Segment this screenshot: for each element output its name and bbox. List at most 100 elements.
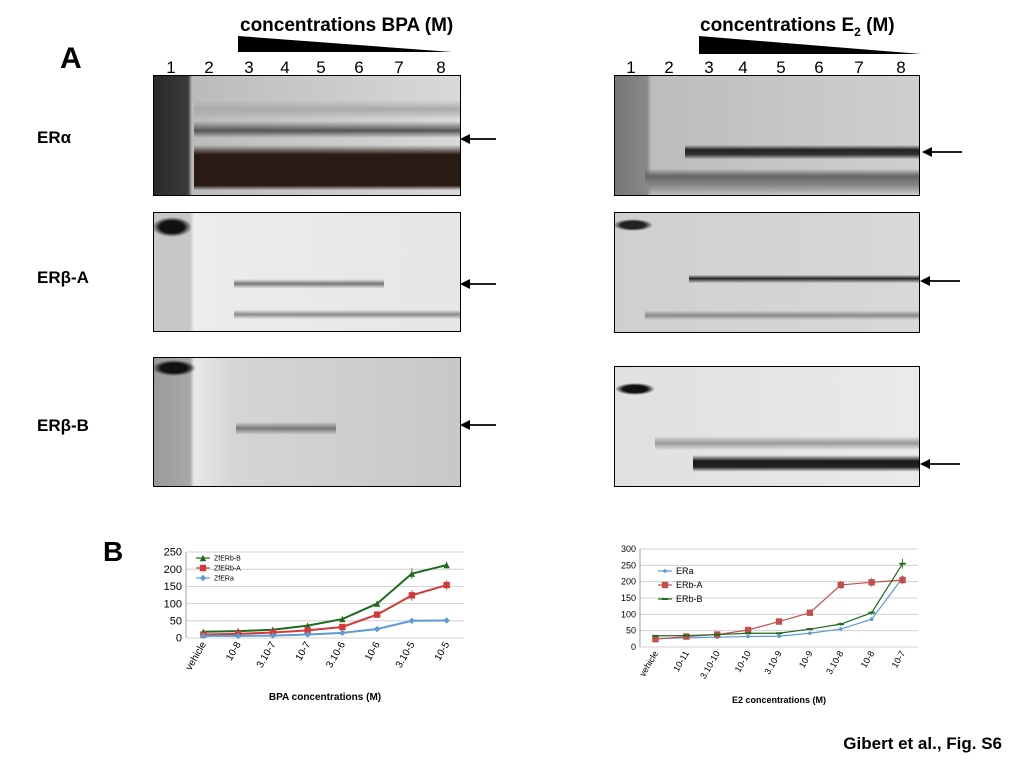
- row-label-er-beta-b: ERβ-B: [37, 416, 89, 435]
- legend-entry: ZfERb-B: [214, 555, 241, 562]
- data-point: [339, 629, 346, 637]
- bpa-line-chart: 0 50 100 150 200 250 vehicle 10-8 3.10-7 10-7 3.10…: [164, 547, 464, 703]
- bpa-gradient-wedge: [238, 36, 452, 52]
- x-tick-label: 3.10-6: [324, 640, 348, 670]
- lane-number: 7: [394, 58, 404, 77]
- x-tick-label: 10-8: [859, 649, 877, 670]
- lane-number: 2: [204, 58, 214, 77]
- lane-number: 6: [814, 58, 824, 77]
- x-axis-title: E2 concentrations (M): [732, 695, 826, 705]
- legend-entry: ZfERb-A: [214, 565, 241, 572]
- bpa-concentrations-title: concentrations BPA (M): [240, 15, 454, 36]
- e2-line-chart: 0 50 100 150 200 250 300 vehicle 10-11 3.10-10 10-…: [621, 544, 918, 705]
- y-tick-label: 200: [621, 577, 636, 587]
- y-tick-label: 50: [170, 615, 182, 627]
- arrow-e2-er-alpha: [922, 147, 962, 157]
- data-point: [339, 615, 346, 623]
- lane-number: 1: [166, 58, 176, 77]
- lane-number: 1: [626, 58, 636, 77]
- x-axis-title: BPA concentrations (M): [269, 692, 381, 703]
- lane-number: 8: [436, 58, 446, 77]
- arrow-bpa-er-beta-b: [460, 420, 496, 430]
- lane-number: 6: [354, 58, 364, 77]
- data-point: [408, 617, 416, 624]
- x-tick-label: 10-9: [797, 649, 815, 670]
- data-point: [199, 564, 207, 572]
- e2-concentrations-title: concentrations E2 (M): [700, 15, 895, 39]
- data-point: [746, 634, 750, 639]
- data-point: [661, 581, 669, 589]
- gel-bpa-er-alpha: [153, 75, 461, 196]
- arrow-bpa-er-beta-a: [460, 279, 496, 289]
- lane-number: 8: [896, 58, 906, 77]
- e2-title-subscript: 2: [854, 24, 861, 39]
- e2-title-suffix: (M): [860, 15, 895, 36]
- legend-entry: ERb-B: [676, 594, 703, 604]
- x-tick-label: 10-11: [671, 649, 691, 673]
- x-tick-label: 10-7: [294, 640, 314, 663]
- data-point: [899, 576, 906, 584]
- x-tick-label: vehicle: [638, 649, 661, 678]
- data-point: [408, 570, 416, 577]
- x-tick-label: 10-6: [363, 640, 383, 663]
- e2-gradient-wedge: [699, 36, 921, 54]
- data-point: [443, 617, 450, 624]
- data-point: [837, 581, 844, 589]
- arrow-e2-er-beta-a: [920, 276, 960, 286]
- lane-number: 4: [738, 58, 748, 77]
- row-label-er-alpha: ERα: [37, 128, 72, 147]
- x-tick-label: 10-10: [733, 649, 753, 674]
- arrow-bpa-er-alpha: [460, 134, 496, 144]
- legend-entry: ERb-A: [676, 580, 703, 590]
- gel-bpa-er-beta-a: [153, 212, 461, 332]
- legend-entry: ZfERa: [214, 575, 234, 582]
- data-point: [304, 631, 311, 638]
- series-line: [203, 564, 447, 633]
- data-point: [304, 622, 311, 629]
- y-tick-label: 100: [621, 609, 636, 619]
- data-point: [838, 627, 843, 631]
- data-point: [304, 627, 311, 634]
- data-point: [373, 600, 381, 607]
- y-tick-label: 50: [626, 626, 636, 636]
- data-point: [806, 609, 814, 616]
- data-point: [373, 625, 381, 633]
- lane-number: 3: [704, 58, 714, 77]
- data-point: [199, 554, 207, 562]
- series-line: [203, 584, 447, 636]
- data-point: [408, 592, 416, 599]
- data-point: [869, 617, 874, 622]
- lane-number: 4: [280, 58, 290, 77]
- x-tick-label: 3.10-5: [394, 640, 418, 670]
- gel-e2-er-alpha: [614, 75, 920, 196]
- y-tick-label: 150: [164, 581, 182, 593]
- gel-e2-er-beta-a: [614, 212, 920, 333]
- x-tick-label: 3.10-7: [255, 640, 279, 670]
- gel-bpa-er-beta-b: [153, 357, 461, 487]
- figure-credit: Gibert et al., Fig. S6: [843, 734, 1002, 753]
- arrow-e2-er-beta-b: [920, 459, 960, 469]
- lane-number: 5: [776, 58, 786, 77]
- data-point: [663, 569, 667, 573]
- panel-a-label: A: [60, 42, 82, 75]
- data-point: [373, 611, 381, 618]
- row-label-er-beta-a: ERβ-A: [37, 268, 89, 287]
- gel-e2-er-beta-b: [614, 366, 920, 487]
- lane-number: 3: [244, 58, 254, 77]
- y-tick-label: 250: [164, 547, 182, 559]
- x-tick-label: 3.10-8: [824, 649, 845, 676]
- data-point: [868, 579, 875, 586]
- data-point: [443, 561, 450, 569]
- data-point: [443, 581, 450, 589]
- y-tick-label: 0: [631, 642, 636, 652]
- legend-entry: ERa: [676, 566, 694, 576]
- y-tick-label: 100: [164, 598, 182, 610]
- panel-b-label: B: [103, 536, 124, 567]
- x-tick-label: 10-5: [433, 640, 453, 663]
- x-tick-label: 3.10-9: [762, 649, 783, 676]
- e2-title-prefix: concentrations E: [700, 15, 855, 36]
- data-point: [777, 634, 781, 639]
- data-point: [808, 631, 812, 636]
- y-tick-label: 250: [621, 560, 636, 570]
- y-tick-label: 0: [176, 633, 182, 645]
